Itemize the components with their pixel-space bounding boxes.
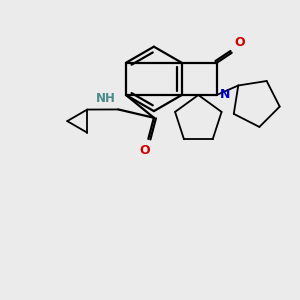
Text: O: O [140, 144, 150, 158]
Text: N: N [219, 88, 230, 101]
Text: O: O [234, 36, 244, 50]
Text: NH: NH [96, 92, 116, 105]
